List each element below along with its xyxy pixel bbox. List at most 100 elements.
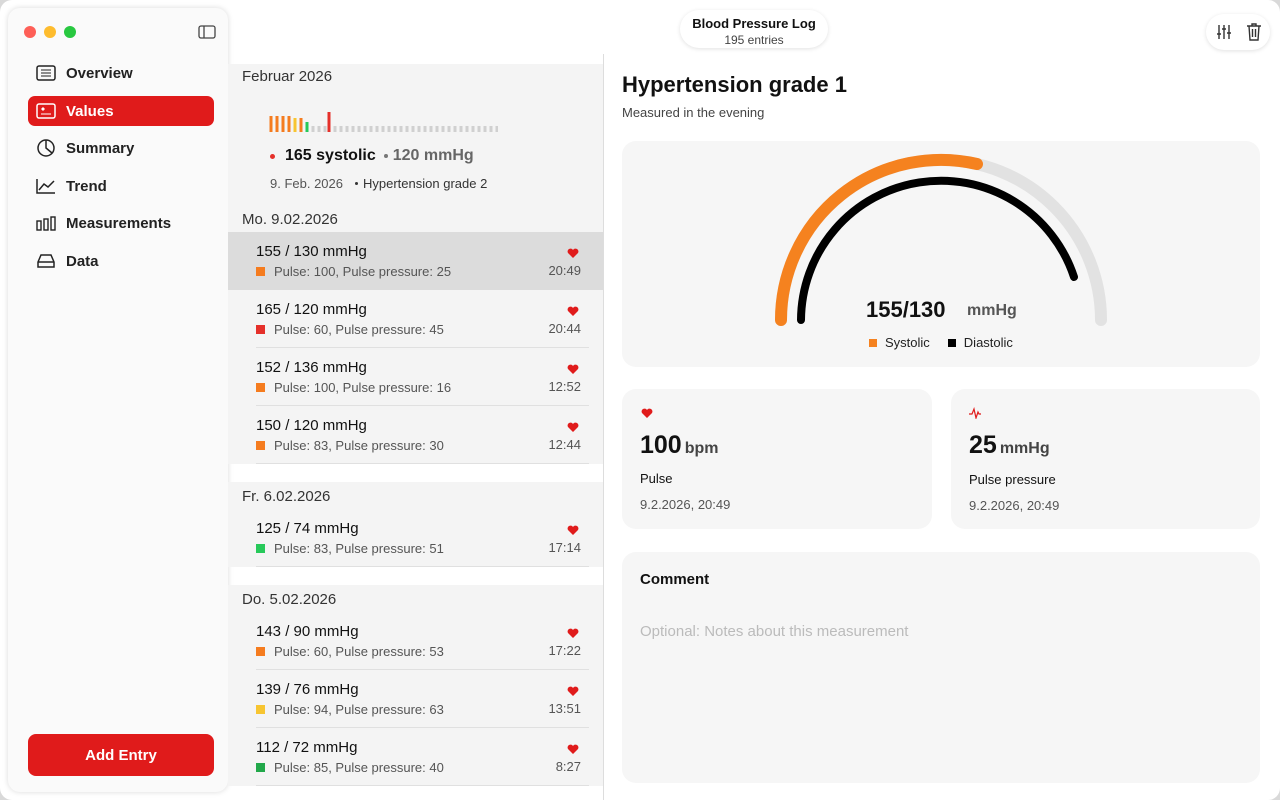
entry-time: 8:27 xyxy=(555,759,581,774)
entry-time: 12:44 xyxy=(548,437,581,452)
entry-details: Pulse: 60, Pulse pressure: 45 xyxy=(274,322,444,337)
entry-row[interactable]: 125 / 74 mmHg Pulse: 83, Pulse pressure: … xyxy=(228,509,603,567)
nav-item[interactable]: Overview xyxy=(28,58,214,88)
comment-card: Comment Optional: Notes about this measu… xyxy=(622,552,1260,783)
entry-reading: 155 / 130 mmHg xyxy=(256,243,367,260)
entry-time: 13:51 xyxy=(548,701,581,716)
entry-row[interactable]: 112 / 72 mmHg Pulse: 85, Pulse pressure: … xyxy=(228,728,603,786)
date-group: Do. 5.02.2026 143 / 90 mmHg Pulse: 60, Pul… xyxy=(228,585,603,786)
separator xyxy=(256,347,589,348)
group-date: Do. 5.02.2026 xyxy=(242,591,337,608)
nav-item[interactable]: Values xyxy=(28,96,214,126)
pressure-card: 25 mmHg Pulse pressure 9.2.2026, 20:49 xyxy=(951,389,1260,529)
groups: Mo. 9.02.2026 155 / 130 mmHg Pulse: 100, P… xyxy=(228,205,603,786)
entry-details: Pulse: 83, Pulse pressure: 30 xyxy=(274,438,444,453)
separator xyxy=(256,566,589,567)
nav-label: Values xyxy=(66,102,114,120)
entry-list: Februar 2026 165 systolic 120 mmHg 9. Fe… xyxy=(228,54,604,800)
favorite-icon xyxy=(567,246,579,264)
entry-details: Pulse: 85, Pulse pressure: 40 xyxy=(274,760,444,775)
gauge-unit: mmHg xyxy=(967,302,1017,319)
favorite-icon xyxy=(567,523,579,541)
gauge-card: 155/130 mmHg Systolic Diastolic xyxy=(622,141,1260,367)
card-value: 100 xyxy=(640,431,682,459)
date-group: Fr. 6.02.2026 125 / 74 mmHg Pulse: 83, Pul… xyxy=(228,482,603,567)
entry-time: 20:49 xyxy=(548,263,581,278)
pulse-card: 100 bpm Pulse 9.2.2026, 20:49 xyxy=(622,389,932,529)
add-entry-button[interactable]: Add Entry xyxy=(28,734,214,776)
window-subtitle: 195 entries xyxy=(724,33,784,47)
summary-diastolic: 120 mmHg xyxy=(392,147,474,164)
month-summary: Februar 2026 165 systolic 120 mmHg 9. Fe… xyxy=(228,64,603,205)
entry-reading: 143 / 90 mmHg xyxy=(256,623,359,640)
entry-reading: 150 / 120 mmHg xyxy=(256,417,367,434)
entry-row[interactable]: 139 / 76 mmHg Pulse: 94, Pulse pressure: … xyxy=(228,670,603,728)
toolbar xyxy=(1206,14,1270,50)
month-header: Februar 2026 xyxy=(242,68,333,85)
entry-time: 17:22 xyxy=(548,643,581,658)
nav-label: Trend xyxy=(66,177,107,195)
nav-item[interactable]: Summary xyxy=(28,133,214,163)
entry-reading: 139 / 76 mmHg xyxy=(256,681,359,698)
legend-diastolic: Diastolic xyxy=(963,335,1013,350)
separator xyxy=(256,727,589,728)
summary-meta: 9. Feb. 2026 Hypertension grade 2 xyxy=(270,176,487,191)
nav-label: Data xyxy=(66,252,99,270)
window-controls[interactable] xyxy=(24,26,76,38)
favorite-icon xyxy=(567,420,579,438)
separator xyxy=(256,785,589,786)
entry-details: Pulse: 94, Pulse pressure: 63 xyxy=(274,702,444,717)
favorite-icon xyxy=(567,684,579,702)
entry-reading: 112 / 72 mmHg xyxy=(256,739,358,756)
window-title: Blood Pressure Log xyxy=(692,16,816,31)
comment-title: Comment xyxy=(640,571,710,588)
category-swatch xyxy=(256,763,265,772)
gauge-legend: Systolic Diastolic xyxy=(869,335,1013,350)
nav-item[interactable]: Measurements xyxy=(28,208,214,238)
entry-time: 20:44 xyxy=(548,321,581,336)
sidebar-toggle[interactable] xyxy=(198,25,216,39)
category-swatch xyxy=(256,383,265,392)
entry-row[interactable]: 165 / 120 mmHg Pulse: 60, Pulse pressure:… xyxy=(228,290,603,348)
entry-reading: 152 / 136 mmHg xyxy=(256,359,367,376)
favorite-icon xyxy=(567,304,579,322)
entry-time: 12:52 xyxy=(548,379,581,394)
summary-systolic: 165 systolic xyxy=(285,147,376,164)
separator xyxy=(256,669,589,670)
delete-button[interactable] xyxy=(1246,23,1262,41)
card-value: 25 xyxy=(969,431,997,459)
group-date: Mo. 9.02.2026 xyxy=(242,211,338,228)
category-swatch xyxy=(256,705,265,714)
card-label: Pulse xyxy=(640,471,673,486)
category-swatch xyxy=(256,267,265,276)
nav-item[interactable]: Trend xyxy=(28,171,214,201)
entry-row[interactable]: 155 / 130 mmHg Pulse: 100, Pulse pressure… xyxy=(228,232,603,290)
nav-item[interactable]: Data xyxy=(28,246,214,276)
card-unit: mmHg xyxy=(999,440,1050,457)
nav-label: Measurements xyxy=(66,214,172,232)
entry-row[interactable]: 152 / 136 mmHg Pulse: 100, Pulse pressure… xyxy=(228,348,603,406)
filter-button[interactable] xyxy=(1216,24,1232,40)
favorite-icon xyxy=(567,626,579,644)
mini-bars xyxy=(269,112,498,132)
category-swatch xyxy=(256,544,265,553)
card-unit: bpm xyxy=(684,440,719,457)
summary-date: 9. Feb. 2026 xyxy=(270,176,343,191)
entry-row[interactable]: 150 / 120 mmHg Pulse: 83, Pulse pressure:… xyxy=(228,406,603,464)
sidebar: Overview Values Summary Trend Measuremen… xyxy=(8,8,228,792)
comment-input[interactable]: Optional: Notes about this measurement xyxy=(640,623,909,640)
nav-label: Overview xyxy=(66,64,133,82)
card-date: 9.2.2026, 20:49 xyxy=(640,497,731,512)
entry-time: 17:14 xyxy=(548,540,581,555)
favorite-icon xyxy=(567,362,579,380)
entry-details: Pulse: 83, Pulse pressure: 51 xyxy=(274,541,444,556)
card-label: Pulse pressure xyxy=(969,472,1056,487)
entry-row[interactable]: 143 / 90 mmHg Pulse: 60, Pulse pressure: … xyxy=(228,612,603,670)
entry-reading: 125 / 74 mmHg xyxy=(256,520,359,537)
nav-label: Summary xyxy=(66,139,135,157)
gauge xyxy=(775,153,1107,326)
category-swatch xyxy=(256,647,265,656)
separator xyxy=(256,405,589,406)
entry-details: Pulse: 100, Pulse pressure: 25 xyxy=(274,264,452,279)
